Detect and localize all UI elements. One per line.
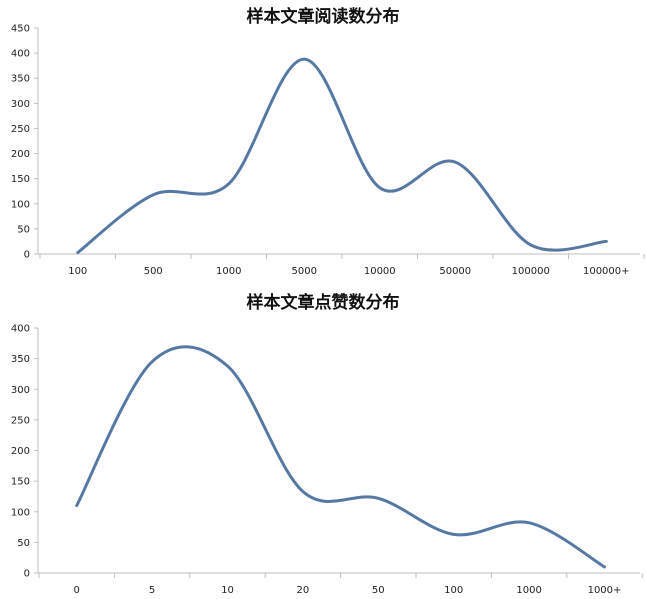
chart-2-y-tick-label: 150 <box>11 477 30 488</box>
chart-1-y-tick-label: 100 <box>11 199 30 210</box>
chart-reading-distribution: 样本文章阅读数分布 0 50 100 150 200 250 300 350 400 450 100 5… <box>0 0 646 290</box>
chart-1-svg: 样本文章阅读数分布 0 50 100 150 200 250 300 350 400 450 100 5… <box>11 6 645 277</box>
chart-2-y-tick-label: 300 <box>11 385 30 396</box>
chart-likes-distribution: 样本文章点赞数分布 0 50 100 150 200 250 300 350 400 0 5 10 20 5… <box>0 290 646 599</box>
chart-2-x-tick-label: 10 <box>221 585 234 596</box>
chart-2-y-tick-label: 200 <box>11 446 30 457</box>
chart-2-x-tick-label: 1000+ <box>588 585 622 596</box>
chart-1-y-tick-label: 350 <box>11 74 30 85</box>
chart-2-y-tick-label: 350 <box>11 354 30 365</box>
chart-1-x-tick-label: 1000 <box>216 266 241 277</box>
chart-1-y-tick-label: 50 <box>17 224 30 235</box>
chart-1-y-tick-label: 200 <box>11 149 30 160</box>
chart-1-x-tick-label: 10000 <box>364 266 396 277</box>
chart-1-y-tick-label: 0 <box>24 250 30 261</box>
chart-2-x-tick-label: 100 <box>444 585 463 596</box>
chart-2-x-tick-label: 1000 <box>516 585 541 596</box>
chart-2-x-tick-label: 20 <box>297 585 310 596</box>
chart-1-y-tick-label: 250 <box>11 124 30 135</box>
chart-1-x-tick-label: 50000 <box>439 266 471 277</box>
chart-1-title: 样本文章阅读数分布 <box>247 6 400 27</box>
chart-2-x-tick-label: 0 <box>74 585 80 596</box>
chart-1-x-tick-label: 5000 <box>292 266 317 277</box>
chart-2-series-line <box>75 345 606 569</box>
chart-2-y-tick-label: 0 <box>24 569 30 580</box>
chart-2-y-tick-label: 100 <box>11 507 30 518</box>
chart-2-x-tick-label: 5 <box>149 585 155 596</box>
chart-2-y-tick-label: 250 <box>11 415 30 426</box>
chart-1-x-tick-label: 500 <box>144 266 163 277</box>
chart-2-svg: 样本文章点赞数分布 0 50 100 150 200 250 300 350 400 0 5 10 20 5… <box>11 292 643 596</box>
chart-1-y-tick-label: 300 <box>11 99 30 110</box>
chart-2-y-tick-label: 400 <box>11 324 30 335</box>
chart-1-y-tick-label: 400 <box>11 49 30 60</box>
chart-2-title: 样本文章点赞数分布 <box>247 292 400 313</box>
chart-1-x-tick-label: 100 <box>68 266 87 277</box>
chart-2-y-tick-label: 50 <box>17 538 30 549</box>
chart-1-y-tick-label: 150 <box>11 174 30 185</box>
chart-1-y-tick-label: 450 <box>11 24 30 35</box>
chart-1-x-tick-label: 100000 <box>512 266 550 277</box>
chart-1-series-line <box>76 57 608 254</box>
chart-2-x-tick-label: 50 <box>372 585 385 596</box>
chart-1-x-tick-label: 100000+ <box>583 266 630 277</box>
